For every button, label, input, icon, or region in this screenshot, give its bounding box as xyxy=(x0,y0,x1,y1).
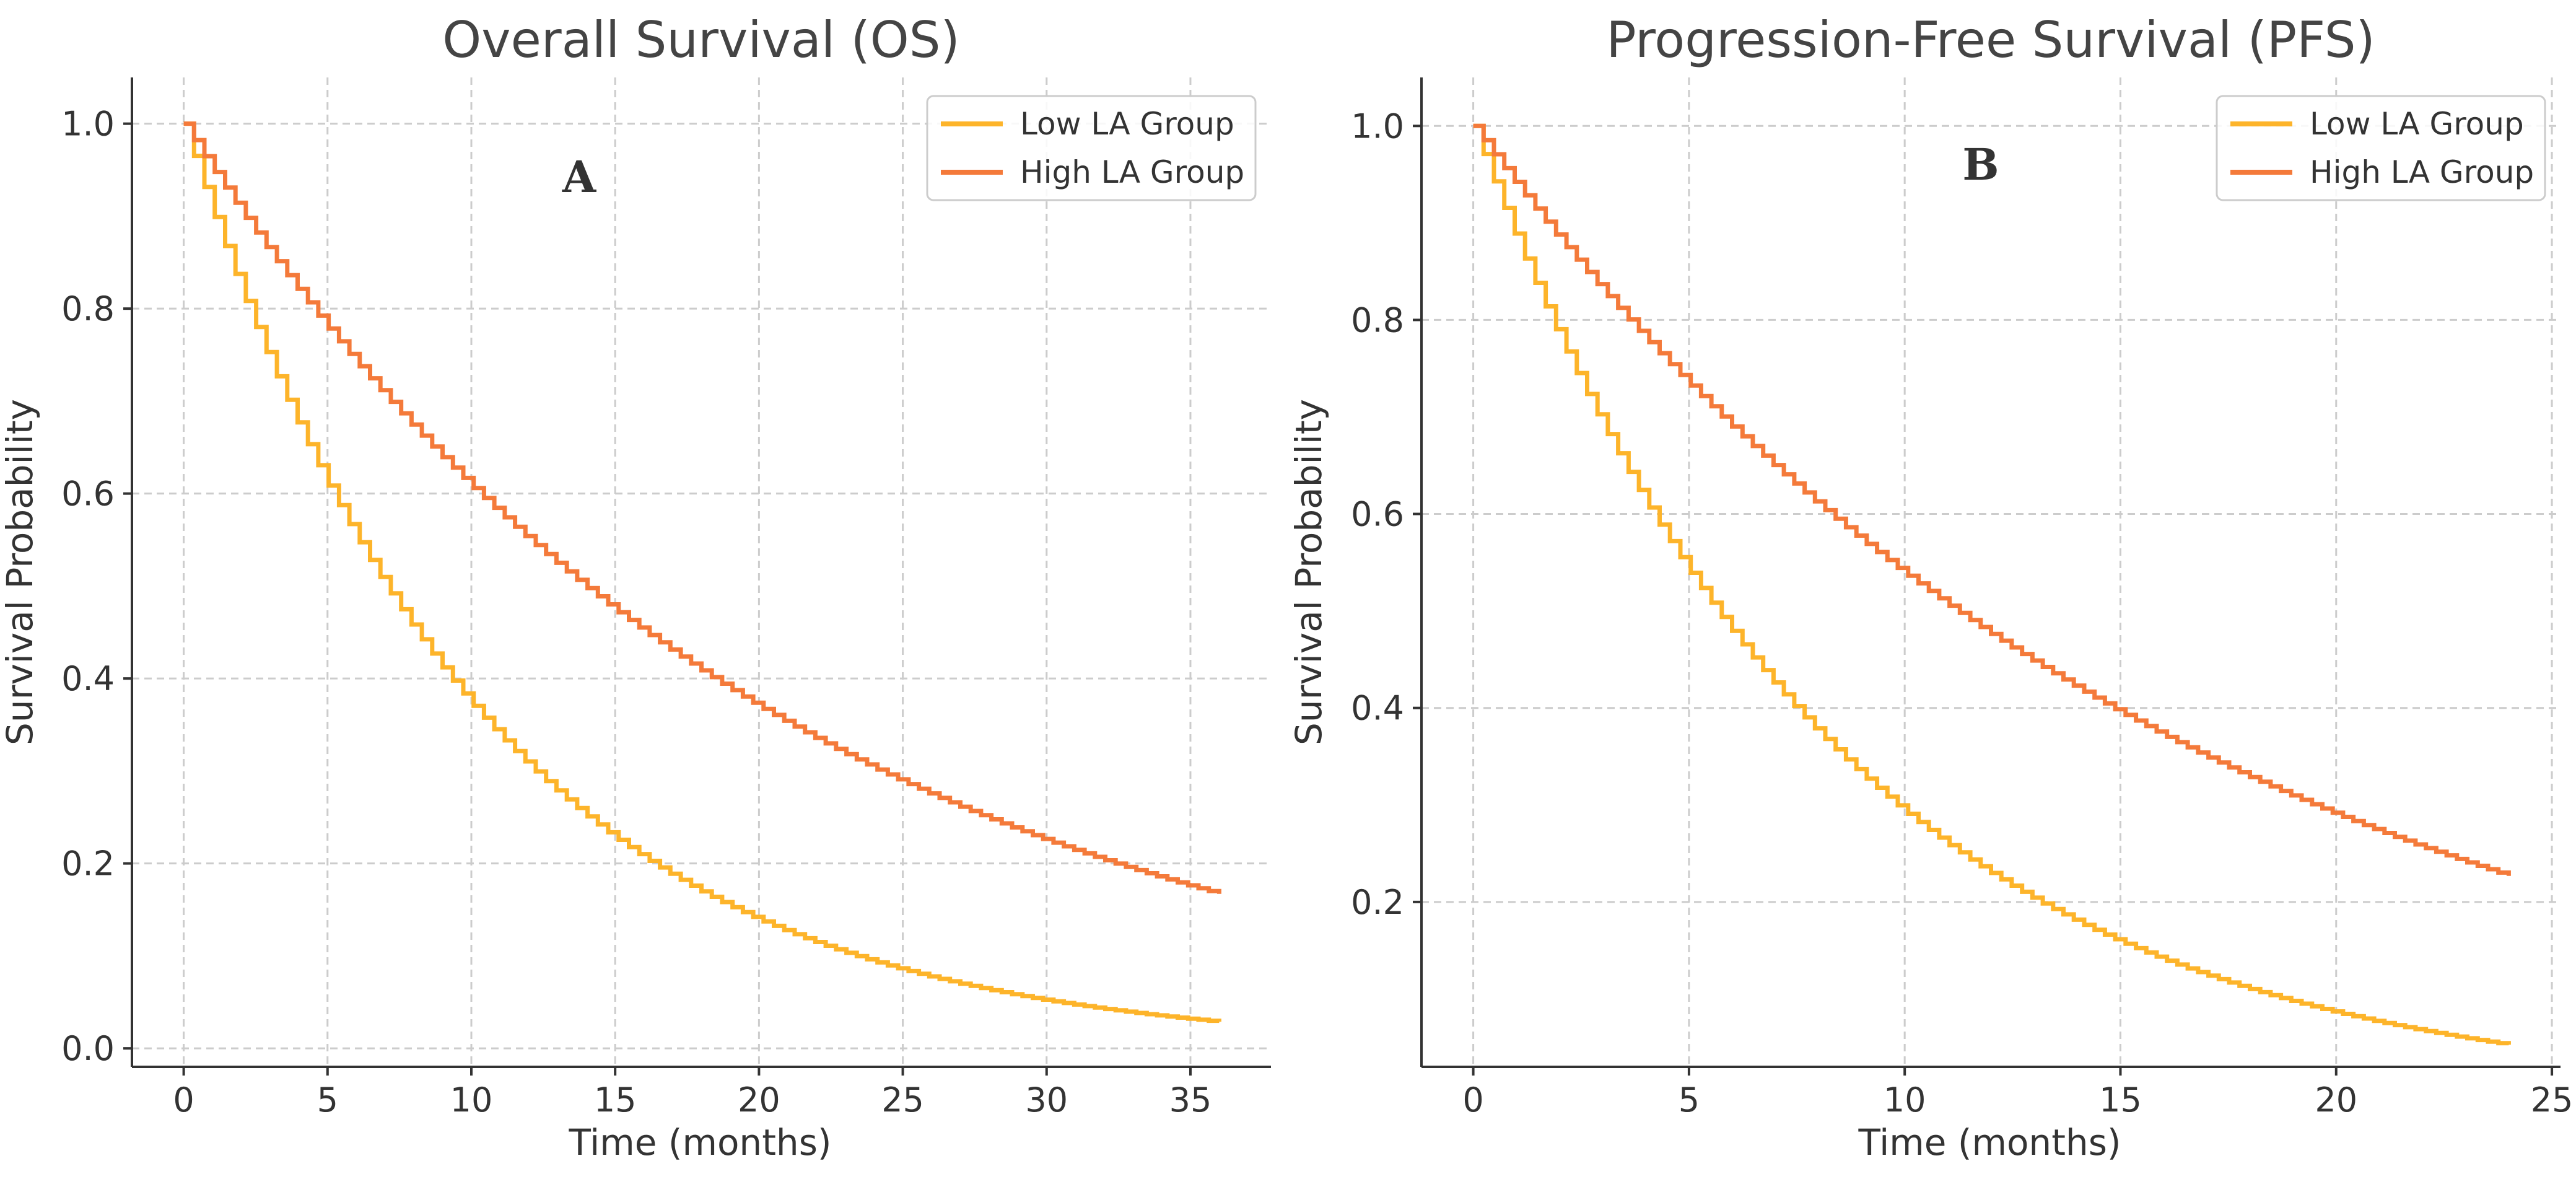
x-tick-label: 10 xyxy=(450,1080,493,1120)
y-tick-label: 0.8 xyxy=(61,289,115,328)
chart-panel-pfs: 0 5 10 15 20 25 0.2 0.4 0.6 0.8 1.0 Progression-Fre… xyxy=(1288,11,2573,1164)
y-tick-label: 1.0 xyxy=(61,105,115,144)
y-axis-label: Survival Probability xyxy=(1288,399,1330,745)
y-tick-label: 0.6 xyxy=(61,475,115,514)
x-tick-label: 0 xyxy=(173,1080,194,1120)
series-line-low-la xyxy=(1473,123,2511,1046)
legend: Low LA Group High LA Group xyxy=(2216,95,2546,201)
chart-title: Overall Survival (OS) xyxy=(442,11,959,69)
legend-label-high-la: High LA Group xyxy=(1020,154,1244,190)
legend-label-high-la: High LA Group xyxy=(2310,154,2534,190)
chart-title: Progression-Free Survival (PFS) xyxy=(1606,11,2375,69)
x-tick-label: 30 xyxy=(1025,1080,1068,1120)
x-tick-label: 25 xyxy=(2531,1080,2574,1120)
y-tick-label: 0.2 xyxy=(61,844,115,883)
x-tick-label: 35 xyxy=(1169,1080,1212,1120)
x-tick-label: 10 xyxy=(1884,1080,1926,1120)
x-tick-label: 5 xyxy=(1679,1080,1700,1120)
y-axis-label: Survival Probability xyxy=(0,399,41,745)
series-line-low-la xyxy=(183,121,1221,1023)
x-axis-label: Time (months) xyxy=(1858,1121,2121,1164)
legend-label-low-la: Low LA Group xyxy=(1020,106,1234,142)
x-axis-label: Time (months) xyxy=(568,1121,831,1164)
panel-label: B xyxy=(1962,139,1999,190)
x-tick-label: 15 xyxy=(594,1080,637,1120)
y-tick-label: 1.0 xyxy=(1351,107,1404,146)
y-tick-label: 0.0 xyxy=(61,1029,115,1068)
series-line-high-la xyxy=(183,121,1221,894)
legend-label-low-la: Low LA Group xyxy=(2310,106,2524,142)
legend-box xyxy=(2216,95,2546,201)
y-tick-label: 0.2 xyxy=(1351,883,1404,922)
x-tick-label: 15 xyxy=(2099,1080,2142,1120)
x-tick-label: 25 xyxy=(881,1080,924,1120)
x-tick-label: 20 xyxy=(2315,1080,2357,1120)
legend: Low LA Group High LA Group xyxy=(926,95,1257,201)
y-tick-label: 0.4 xyxy=(61,659,115,698)
x-tick-label: 0 xyxy=(1462,1080,1483,1120)
legend-box xyxy=(926,95,1257,201)
y-tick-label: 0.4 xyxy=(1351,689,1404,728)
chart-panel-os: 0 5 10 15 20 25 30 35 0.0 0.2 0.4 0.6 0.8 1.0 Overall … xyxy=(0,11,1271,1164)
panel-label: A xyxy=(562,151,597,203)
y-tick-label: 0.8 xyxy=(1351,300,1404,340)
y-tick-label: 0.6 xyxy=(1351,495,1404,534)
x-tick-label: 20 xyxy=(738,1080,780,1120)
x-tick-label: 5 xyxy=(317,1080,338,1120)
series-line-high-la xyxy=(1473,123,2511,876)
